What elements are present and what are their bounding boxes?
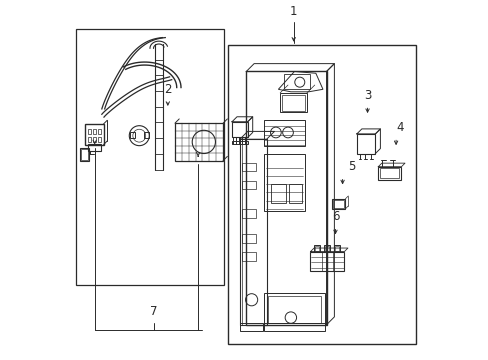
Bar bbox=[313, 245, 320, 252]
Bar bbox=[267, 296, 321, 323]
Bar bbox=[175, 123, 223, 161]
Bar bbox=[334, 246, 339, 251]
Bar bbox=[144, 132, 149, 138]
Bar bbox=[333, 245, 340, 252]
Bar bbox=[241, 181, 255, 189]
Text: 1: 1 bbox=[289, 5, 297, 18]
Text: 6: 6 bbox=[331, 210, 339, 223]
Bar bbox=[324, 245, 330, 252]
Bar bbox=[81, 149, 88, 159]
Bar bbox=[283, 74, 310, 89]
Bar bbox=[332, 200, 344, 208]
Bar bbox=[264, 153, 305, 211]
Bar bbox=[231, 141, 247, 144]
Bar bbox=[92, 129, 96, 134]
Bar bbox=[241, 209, 255, 218]
Bar bbox=[288, 184, 301, 203]
Bar bbox=[246, 72, 326, 325]
Text: 4: 4 bbox=[395, 121, 403, 134]
Bar bbox=[92, 137, 96, 142]
Bar bbox=[264, 120, 305, 147]
Bar bbox=[88, 144, 101, 151]
Bar bbox=[240, 139, 266, 325]
Bar bbox=[76, 29, 224, 285]
Bar bbox=[314, 246, 319, 251]
Bar bbox=[97, 129, 101, 134]
Bar bbox=[85, 124, 103, 145]
Bar bbox=[228, 45, 415, 345]
Bar bbox=[80, 148, 89, 161]
Bar bbox=[241, 163, 255, 171]
Bar bbox=[264, 323, 324, 331]
Bar bbox=[380, 168, 399, 179]
Bar bbox=[310, 252, 344, 271]
Bar bbox=[271, 184, 285, 203]
Text: 5: 5 bbox=[347, 160, 354, 173]
Bar bbox=[356, 134, 375, 153]
Bar bbox=[231, 122, 247, 138]
Text: 2: 2 bbox=[164, 84, 171, 96]
Bar bbox=[331, 199, 345, 209]
Bar bbox=[130, 132, 135, 138]
Bar bbox=[264, 293, 324, 325]
Bar bbox=[97, 137, 101, 142]
Bar bbox=[241, 234, 255, 243]
Bar bbox=[282, 95, 305, 111]
Bar bbox=[325, 246, 329, 251]
Bar bbox=[87, 137, 91, 142]
Bar bbox=[240, 323, 263, 331]
Text: 7: 7 bbox=[149, 305, 157, 318]
Bar bbox=[378, 167, 401, 180]
Bar bbox=[87, 129, 91, 134]
Bar bbox=[280, 93, 306, 112]
Bar bbox=[241, 252, 255, 261]
Text: 3: 3 bbox=[363, 89, 370, 102]
